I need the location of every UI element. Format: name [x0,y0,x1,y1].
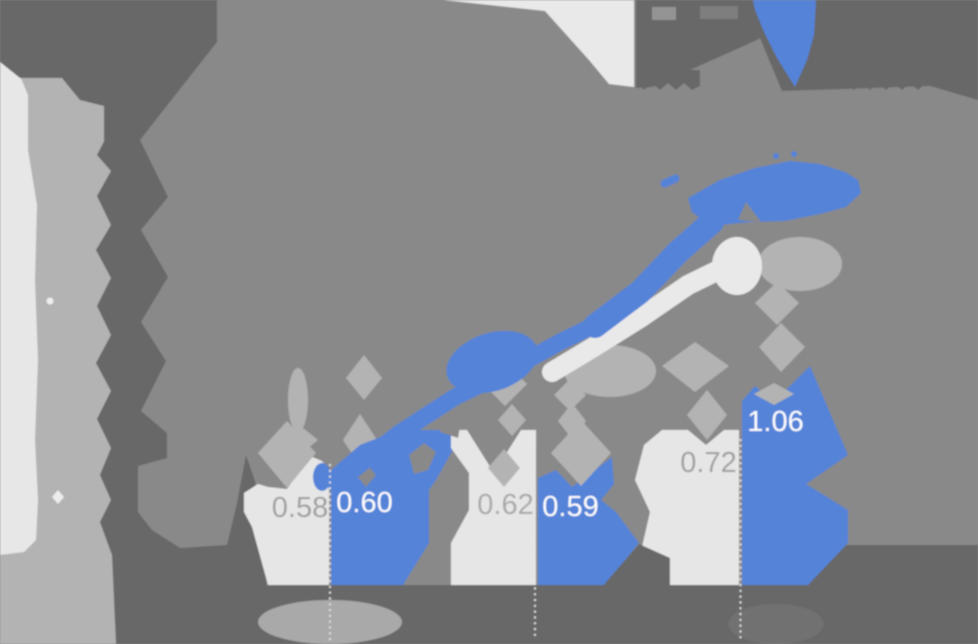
svg-text:0.60: 0.60 [336,487,392,519]
svg-text:0.62: 0.62 [477,489,533,521]
svg-text:0.58: 0.58 [272,492,328,524]
svg-text:0.59: 0.59 [542,491,598,523]
svg-text:0.72: 0.72 [680,447,736,479]
svg-text:1.06: 1.06 [747,406,803,438]
